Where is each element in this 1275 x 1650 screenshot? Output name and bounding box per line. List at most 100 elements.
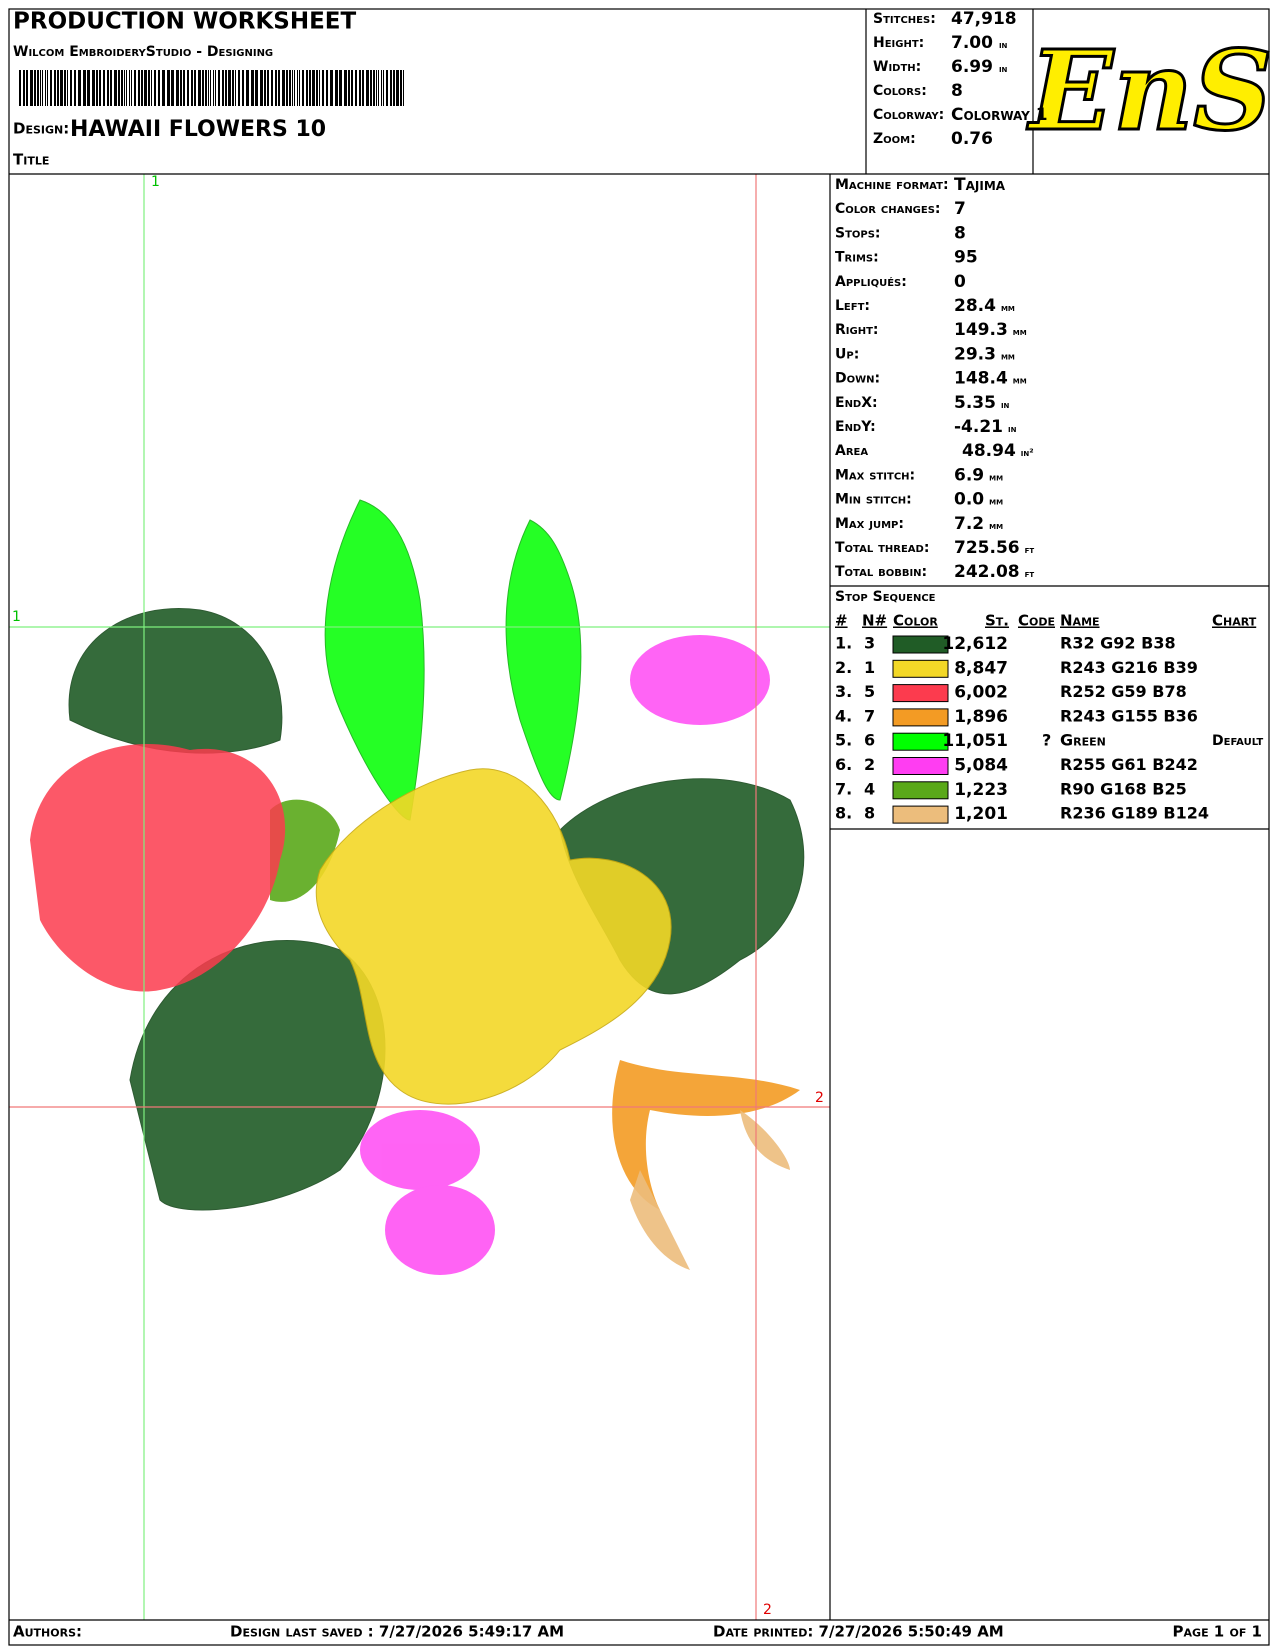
barcode-bar [228, 70, 231, 106]
barcode-bar [330, 70, 333, 106]
barcode-bar [114, 70, 117, 106]
barcode-bar [264, 70, 266, 106]
color-swatch [892, 708, 949, 727]
barcode-bar [60, 70, 63, 106]
barcode-bar [383, 70, 384, 106]
barcode-bar [267, 70, 269, 106]
row-needle: 8 [864, 804, 875, 823]
barcode-bar [381, 70, 382, 106]
row-code: ? [1042, 731, 1051, 750]
barcode-bar [351, 70, 353, 106]
info-unit: in [1001, 400, 1010, 411]
barcode-bar [183, 70, 185, 106]
stat-value: 8 [951, 81, 963, 101]
stat-value: 7.00 [951, 33, 993, 53]
info-value: -4.21 [954, 417, 1003, 437]
barcode-bar [110, 70, 112, 106]
barcode-bar [30, 70, 33, 106]
barcode-bar [141, 70, 143, 106]
row-needle: 3 [864, 634, 875, 653]
info-label: Stops: [835, 225, 881, 241]
row-chart: Default [1212, 733, 1263, 749]
row-number: 5. [835, 731, 852, 750]
info-label: Area [835, 443, 868, 459]
barcode-bar [390, 70, 392, 106]
row-name: R236 G189 B124 [1060, 804, 1209, 823]
info-value: 6.9 [954, 465, 984, 485]
barcode [19, 70, 404, 106]
barcode-bar [129, 70, 130, 106]
info-unit: mm [1001, 303, 1015, 314]
guides: 1 1 2 2 [9, 174, 830, 1620]
barcode-bar [316, 70, 318, 106]
footer-page: Page 1 of 1 [1173, 1623, 1262, 1641]
barcode-bar [396, 70, 399, 106]
stat-label: Zoom: [873, 131, 916, 147]
barcode-bar [393, 70, 395, 106]
guide-label: 2 [763, 1602, 772, 1618]
info-value: 7.2 [954, 514, 984, 534]
barcode-bar [134, 70, 136, 106]
info-label: Color changes: [835, 201, 941, 217]
table-header: N# [862, 612, 887, 630]
stat-value: 6.99 [951, 57, 993, 77]
info-label: Left: [835, 298, 870, 314]
barcode-bar [42, 70, 43, 106]
stat-label: Width: [873, 59, 921, 75]
worksheet-title: PRODUCTION WORKSHEET [13, 9, 357, 35]
row-name: R243 G216 B39 [1060, 658, 1198, 677]
barcode-bar [322, 70, 324, 106]
info-value: 149.3 [954, 320, 1008, 340]
design-label: Design: [13, 120, 69, 138]
info-label: Up: [835, 346, 859, 362]
color-swatch [892, 635, 949, 654]
info-value: 0 [954, 272, 966, 292]
info-unit: mm [989, 497, 1003, 508]
info-unit: mm [989, 521, 1003, 532]
barcode-bar [208, 70, 209, 106]
color-swatch [892, 659, 949, 678]
title-label: Title [13, 151, 49, 169]
barcode-bar [292, 70, 293, 106]
barcode-bar [246, 70, 249, 106]
stat-unit: in [999, 64, 1008, 75]
table-header: Name [1060, 612, 1100, 630]
barcode-bar [355, 70, 357, 106]
row-needle: 1 [864, 658, 875, 677]
row-number: 1. [835, 634, 852, 653]
barcode-bar [103, 70, 105, 106]
barcode-bar [400, 70, 402, 106]
row-needle: 7 [864, 706, 875, 725]
barcode-bar [131, 70, 132, 106]
barcode-bar [121, 70, 123, 106]
color-swatch [892, 781, 949, 800]
barcode-bar [225, 70, 227, 106]
table-header: St. [985, 612, 1009, 630]
row-name: Green [1060, 731, 1106, 750]
barcode-bar [187, 70, 189, 106]
subtitle: Wilcom EmbroideryStudio - Designing [13, 44, 273, 60]
row-stitches: 6,002 [954, 683, 1008, 703]
guide-label: 2 [815, 1090, 824, 1106]
barcode-bar [99, 70, 101, 106]
info-label: Right: [835, 322, 879, 338]
info-value: 48.94 [962, 441, 1016, 461]
barcode-bar [335, 70, 338, 106]
barcode-bar [222, 70, 224, 106]
barcode-bar [302, 70, 304, 106]
barcode-bar [378, 70, 379, 106]
info-value: 148.4 [954, 369, 1008, 389]
info-value: Tajima [954, 175, 1006, 195]
barcode-bar [232, 70, 234, 106]
barcode-bar [191, 70, 193, 106]
barcode-bar [87, 70, 90, 106]
design-preview [30, 499, 805, 1275]
barcode-bar [162, 70, 165, 106]
barcode-bar [339, 70, 342, 106]
barcode-bar [362, 70, 364, 106]
row-needle: 4 [864, 779, 875, 798]
info-value: 0.0 [954, 490, 984, 510]
info-label: Total thread: [835, 540, 929, 556]
barcode-bar [148, 70, 150, 106]
